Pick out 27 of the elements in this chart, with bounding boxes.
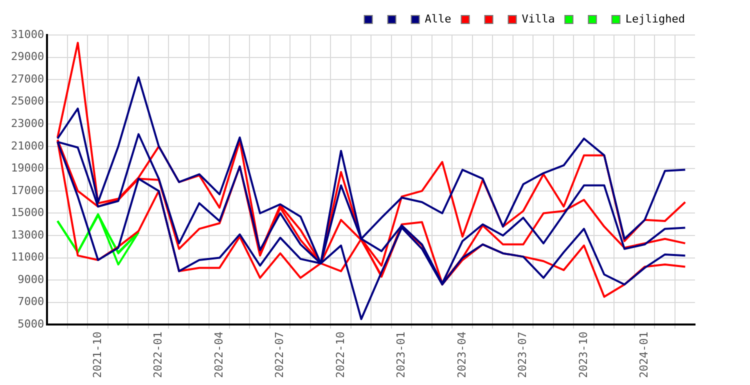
y-tick-label: 15000: [10, 206, 44, 220]
x-tick-label: 2024-01: [638, 332, 651, 378]
x-tick-label: 2023-07: [516, 332, 530, 378]
x-tick-label: 2023-10: [576, 332, 590, 378]
x-tick-label: 2022-04: [212, 331, 226, 378]
y-tick-label: 7000: [18, 295, 44, 308]
legend-label: Lejlighed: [625, 12, 686, 26]
y-tick-label: 17000: [10, 184, 44, 197]
y-tick-label: 13000: [10, 228, 44, 242]
y-tick-label: 5000: [18, 318, 44, 330]
x-tick-label: 2022-01: [152, 332, 165, 378]
y-tick-label: 11000: [10, 250, 44, 264]
legend-label: Alle: [424, 12, 452, 26]
y-tick-label: 23000: [10, 116, 44, 130]
y-tick-label: 19000: [10, 162, 44, 175]
y-tick-label: 9000: [18, 272, 44, 286]
x-tick-label: 2022-10: [334, 332, 347, 378]
x-tick-label: 2023-01: [394, 332, 408, 378]
x-tick-label: 2023-04: [455, 331, 468, 378]
y-tick-label: 29000: [10, 50, 44, 64]
y-tick-label: 21000: [10, 139, 44, 152]
legend-label: Villa: [522, 12, 555, 26]
y-tick-label: 25000: [10, 94, 44, 108]
x-tick-label: 2021-10: [90, 332, 104, 378]
x-tick-label: 2022-07: [273, 332, 286, 378]
y-tick-label: 31000: [10, 28, 44, 41]
y-tick-label: 27000: [10, 72, 44, 86]
